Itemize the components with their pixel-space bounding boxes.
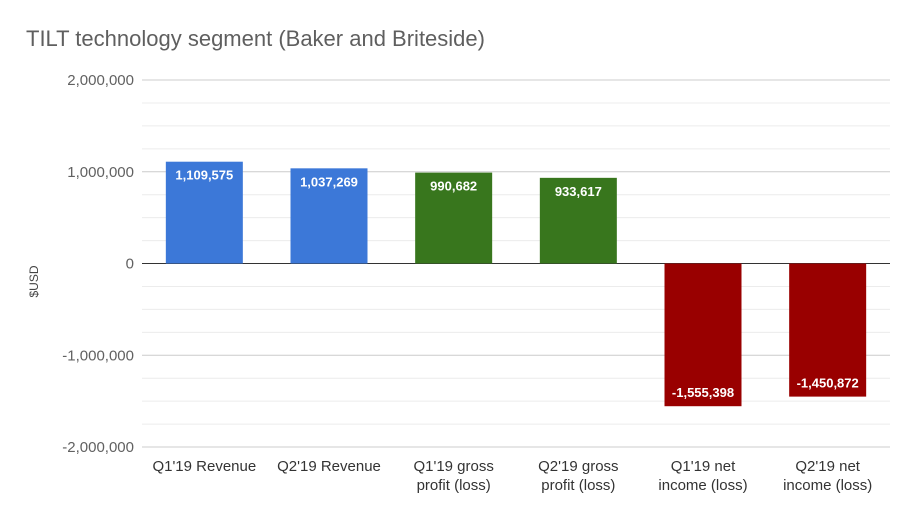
bar bbox=[539, 177, 617, 264]
x-category-label: income (loss) bbox=[783, 477, 872, 494]
data-label: 990,682 bbox=[430, 179, 477, 194]
y-tick-label: 1,000,000 bbox=[67, 164, 134, 181]
x-category-label: Q1'19 gross bbox=[413, 458, 493, 475]
y-tick-label: -2,000,000 bbox=[62, 439, 134, 456]
x-category-label: Q2'19 gross bbox=[538, 458, 618, 475]
y-tick-label: 2,000,000 bbox=[67, 72, 134, 89]
y-tick-label: -1,000,000 bbox=[62, 347, 134, 364]
x-category-label: profit (loss) bbox=[541, 477, 615, 494]
x-category-label: Q1'19 net bbox=[671, 458, 736, 475]
y-tick-label: 0 bbox=[126, 256, 134, 273]
data-label: 1,037,269 bbox=[300, 174, 358, 189]
x-category-label: income (loss) bbox=[658, 477, 747, 494]
data-label: -1,555,398 bbox=[672, 385, 734, 400]
bar bbox=[290, 168, 368, 264]
bar bbox=[789, 263, 867, 397]
x-category-label: profit (loss) bbox=[417, 477, 491, 494]
bar bbox=[165, 161, 243, 264]
data-label: 1,109,575 bbox=[175, 168, 233, 183]
x-category-label: Q2'19 Revenue bbox=[277, 458, 381, 475]
bar bbox=[415, 172, 493, 264]
x-category-label: Q1'19 Revenue bbox=[152, 458, 256, 475]
data-label: -1,450,872 bbox=[797, 376, 859, 391]
chart-title: TILT technology segment (Baker and Brite… bbox=[26, 26, 485, 51]
bar bbox=[664, 263, 742, 407]
data-label: 933,617 bbox=[555, 184, 602, 199]
y-axis-label: $USD bbox=[27, 265, 41, 297]
x-category-label: Q2'19 net bbox=[795, 458, 860, 475]
